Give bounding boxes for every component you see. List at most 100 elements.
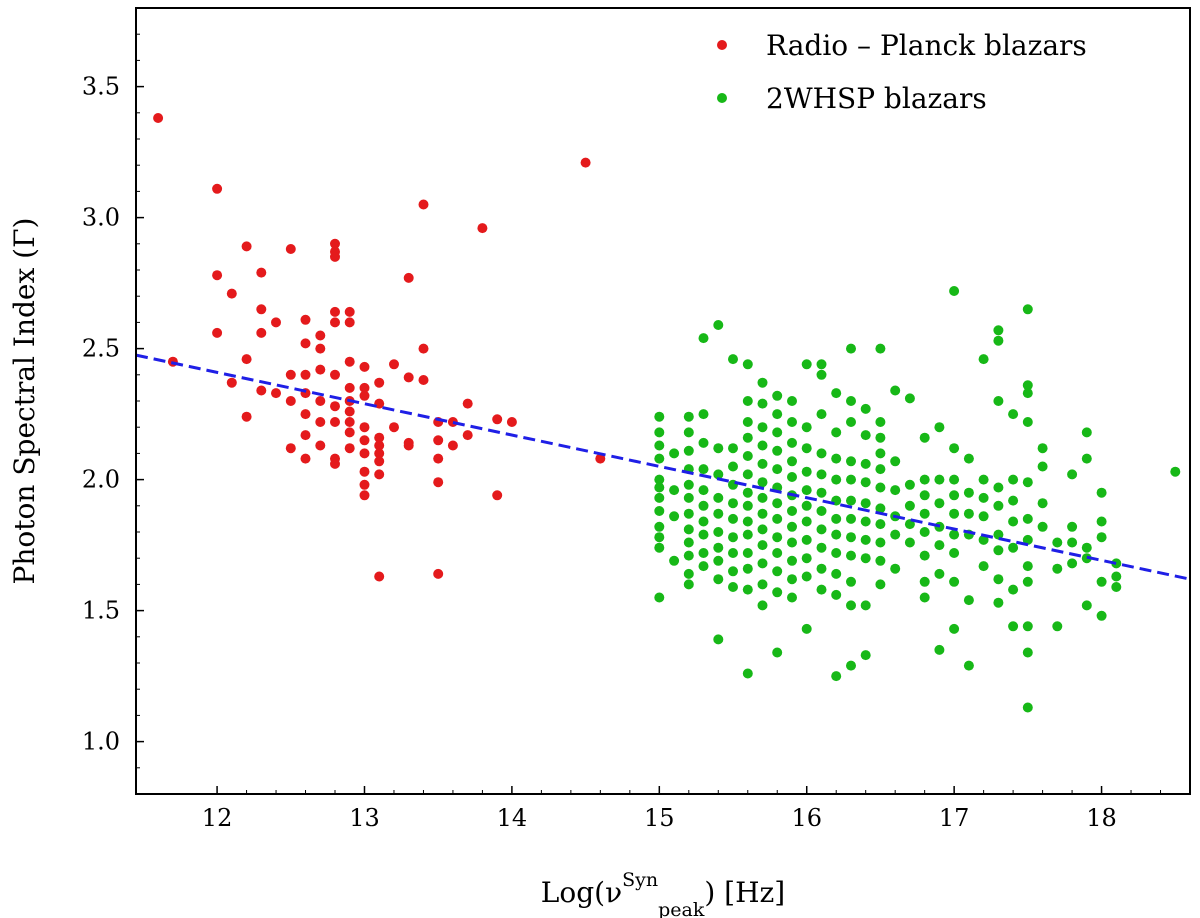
data-point [256,267,267,278]
data-point [1037,443,1048,454]
legend-marker-radio-planck [717,40,727,50]
data-point [1022,388,1033,399]
data-point [256,385,267,396]
data-point [698,464,709,475]
data-point [315,364,326,375]
data-point [315,396,326,406]
legend-label-2whsp: 2WHSP blazars [766,82,987,115]
data-point [831,568,842,579]
chart-marks [153,113,1181,713]
data-point [713,555,724,566]
data-point [1037,521,1048,532]
data-point [772,513,783,524]
data-point [1022,477,1033,488]
y-tick-label: 2.5 [82,335,120,363]
data-point [669,511,680,522]
data-point [344,417,355,427]
data-point [757,540,768,551]
data-point [801,359,812,370]
data-point [742,563,753,574]
data-point [1022,380,1033,391]
data-point [344,427,355,438]
data-point [860,516,871,527]
data-point [1037,498,1048,509]
data-point [934,498,945,509]
data-point [772,532,783,543]
data-point [816,487,827,498]
data-point [816,524,827,535]
data-point [993,574,1004,585]
data-point [226,377,237,388]
data-point [389,359,399,370]
data-point [875,555,886,566]
data-point [831,589,842,600]
data-point [212,183,223,194]
x-axis-label: Log(νSynpeak) [Hz] [541,869,785,918]
data-point [418,343,429,354]
data-point [713,574,724,585]
data-point [949,576,960,587]
data-point [875,482,886,493]
data-point [654,592,665,603]
data-point [256,304,267,315]
data-point [742,432,753,443]
data-point [359,390,370,401]
data-point [212,270,223,281]
data-point [757,377,768,388]
data-point [801,422,812,433]
data-point [993,529,1004,540]
data-point [728,566,738,577]
data-point [993,325,1004,336]
data-point [300,409,311,420]
data-point [713,527,724,537]
data-point [875,448,886,459]
data-point [919,550,930,561]
data-point [713,320,724,330]
data-point [1008,621,1019,632]
data-point [580,157,591,168]
data-point [344,356,355,367]
data-point [949,529,960,540]
data-point [772,409,783,420]
data-point [433,477,444,488]
data-point [919,576,930,587]
data-point [330,317,340,328]
legend-label-radio-planck: Radio – Planck blazars [766,29,1087,62]
data-point [153,113,164,123]
data-point [374,377,385,388]
data-point [787,437,797,448]
data-point [787,521,797,532]
data-point [742,529,753,540]
data-point [285,244,296,254]
data-point [683,537,694,548]
data-point [1022,621,1033,632]
data-point [949,474,960,485]
data-point [757,508,768,519]
data-point [949,443,960,454]
data-point [860,600,871,611]
data-point [403,440,414,451]
data-point [728,354,738,365]
data-point [477,223,488,234]
data-point [816,506,827,516]
data-point [359,490,370,501]
data-point [330,417,340,427]
data-point [241,411,252,422]
data-point [1022,561,1033,572]
data-point [654,482,665,493]
data-point [330,369,340,380]
data-point [831,474,842,485]
data-point [978,534,989,545]
data-point [683,492,694,503]
data-point [1022,513,1033,524]
data-point [433,435,444,446]
data-point [890,529,901,540]
data-point [860,430,871,441]
data-point [330,251,340,262]
data-point [757,398,768,409]
data-point [816,369,827,380]
data-point [713,469,724,480]
data-point [787,537,797,548]
data-point [846,576,856,587]
